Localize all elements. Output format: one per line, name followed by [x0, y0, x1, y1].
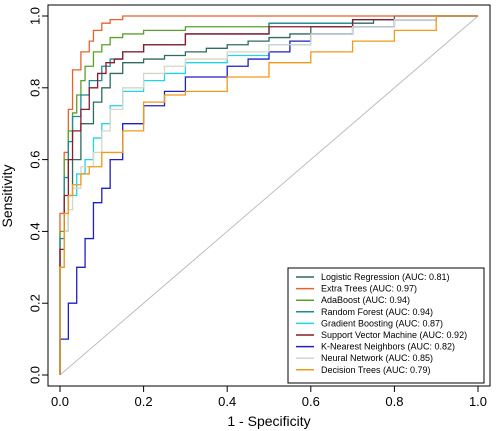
legend-entry-label: AdaBoost (AUC: 0.94) [321, 295, 410, 305]
legend-items: Logistic Regression (AUC: 0.81) Extra Tre… [296, 272, 467, 375]
x-tick-label: 1.0 [469, 394, 487, 409]
y-tick-label: 0.0 [27, 366, 42, 384]
x-tick-label: 0.4 [218, 394, 236, 409]
series-line-5 [59, 15, 478, 375]
series-line-7 [59, 15, 478, 375]
axis-layer: 0.0 0.2 0.4 0.6 0.8 1.0 0.0 0.2 0.4 0.6 0.8 1.0 [27, 7, 487, 409]
series-layer [59, 15, 478, 375]
y-tick-label: 0.2 [27, 294, 42, 312]
x-tick-label: 0.2 [135, 394, 153, 409]
reference-layer [59, 15, 479, 376]
series-line-3 [59, 15, 478, 375]
legend-entry-label: Extra Trees (AUC: 0.97) [321, 284, 417, 294]
reference-diagonal-line [59, 15, 479, 376]
legend-entry-label: Gradient Boosting (AUC: 0.87) [321, 318, 443, 328]
x-tick-label: 0.6 [302, 394, 320, 409]
series-line-8 [59, 15, 478, 375]
legend-entry-label: Support Vector Machine (AUC: 0.92) [321, 330, 467, 340]
plot-frame [47, 4, 491, 387]
y-tick-label: 0.6 [27, 151, 42, 169]
y-axis-label: Sensitivity [0, 164, 15, 227]
y-tick-label: 0.8 [27, 79, 42, 97]
legend-box [287, 267, 485, 384]
x-tick-label: 0.8 [385, 394, 403, 409]
legend-entry-label: Neural Network (AUC: 0.85) [321, 353, 433, 363]
x-axis-label: 1 - Specificity [227, 413, 310, 429]
y-tick-label: 1.0 [27, 7, 42, 25]
legend-entry-label: Logistic Regression (AUC: 0.81) [321, 272, 450, 282]
y-tick-label: 0.4 [27, 222, 42, 240]
legend-entry-label: Random Forest (AUC: 0.94) [321, 307, 433, 317]
legend: Logistic Regression (AUC: 0.81) Extra Tre… [287, 267, 485, 384]
legend-entry-label: K-Nearest Neighbors (AUC: 0.82) [321, 342, 455, 352]
legend-entry-label: Decision Trees (AUC: 0.79) [321, 365, 431, 375]
x-tick-label: 0.0 [51, 394, 69, 409]
